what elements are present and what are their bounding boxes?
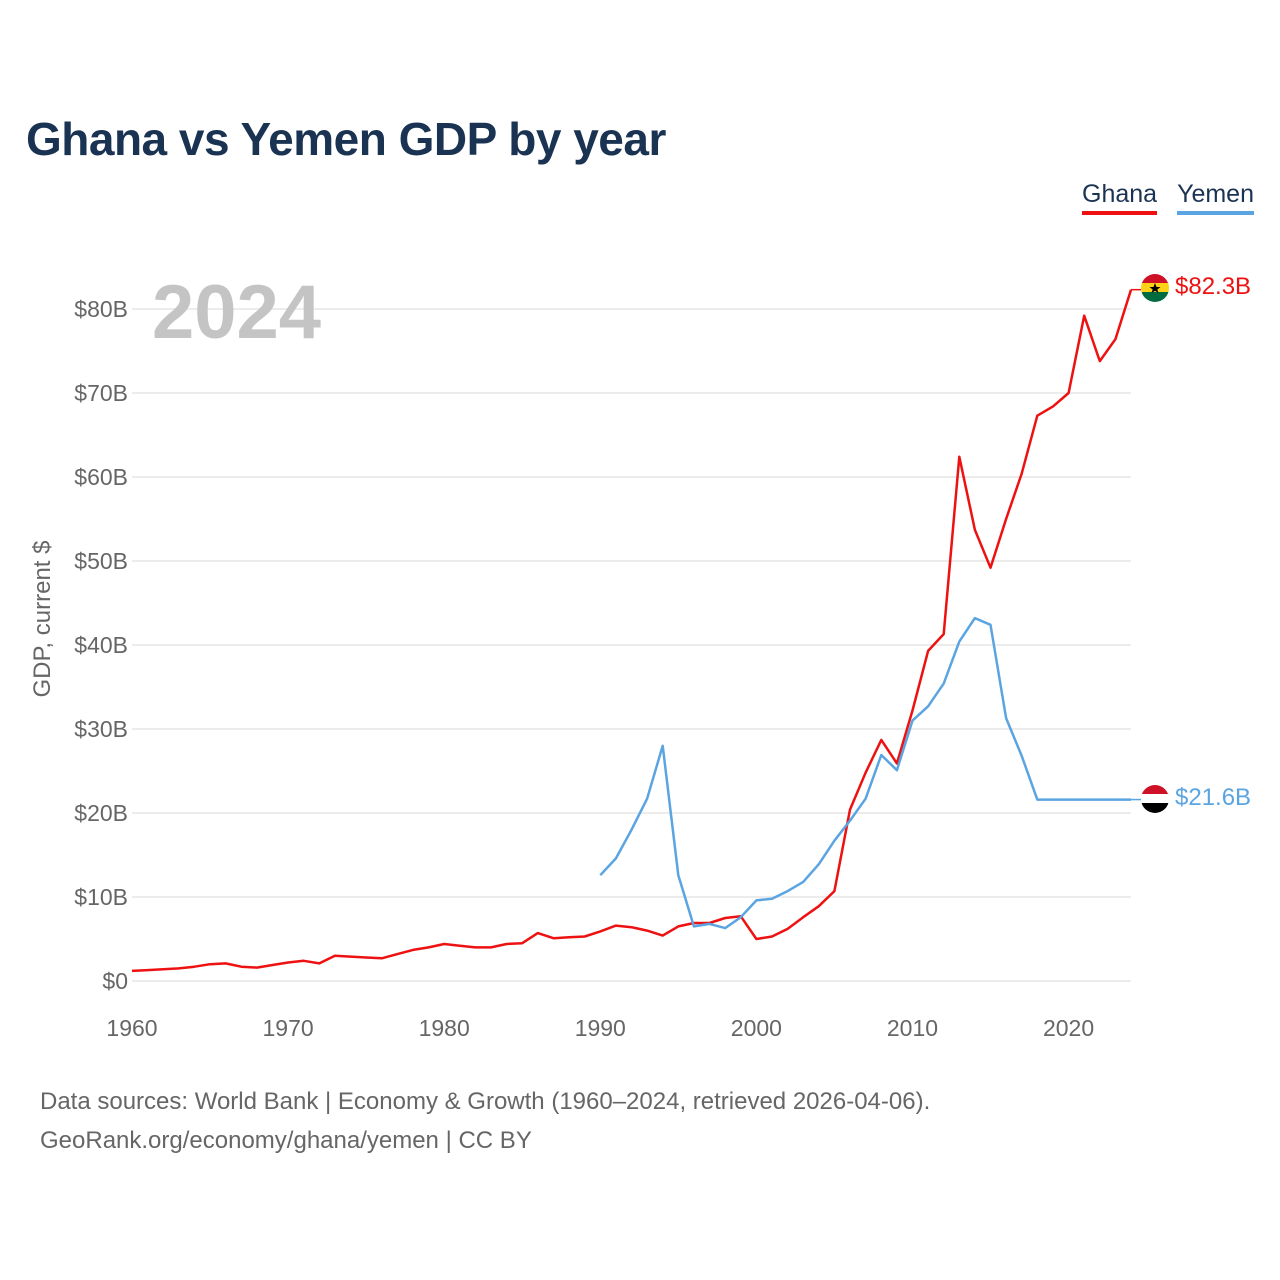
y-tick-label: $0 bbox=[102, 968, 128, 994]
yemen-end-label: $21.6B bbox=[1175, 784, 1251, 811]
x-tick-label: 1970 bbox=[263, 1015, 314, 1041]
y-tick-label: $10B bbox=[74, 884, 128, 910]
source-line-1: Data sources: World Bank | Economy & Gro… bbox=[40, 1088, 931, 1115]
source-line-2[interactable]: GeoRank.org/economy/ghana/yemen | CC BY bbox=[40, 1127, 532, 1154]
x-tick-label: 1960 bbox=[106, 1015, 157, 1041]
year-watermark: 2024 bbox=[152, 270, 321, 355]
ghana-flag-icon bbox=[1141, 274, 1169, 302]
ghana-end-label: $82.3B bbox=[1175, 273, 1251, 300]
grid-lines bbox=[132, 308, 1131, 982]
chart-title: Ghana vs Yemen GDP by year bbox=[26, 113, 666, 165]
y-tick-label: $40B bbox=[74, 632, 128, 658]
y-tick-label: $30B bbox=[74, 716, 128, 742]
legend-item-yemen[interactable]: Yemen bbox=[1177, 180, 1254, 215]
series-line-ghana[interactable] bbox=[131, 289, 1133, 973]
y-axis-title: GDP, current $ bbox=[29, 541, 56, 698]
y-tick-label: $60B bbox=[74, 464, 128, 490]
x-tick-label: 2000 bbox=[731, 1015, 782, 1041]
x-tick-label: 2020 bbox=[1043, 1015, 1094, 1041]
axis-labels: GDP, current $ $0 $10B $20B $30B $40B $50B $60… bbox=[29, 296, 1094, 1041]
x-tick-label: 1980 bbox=[419, 1015, 470, 1041]
series-line-yemen[interactable] bbox=[599, 616, 1131, 930]
x-tick-label: 1990 bbox=[575, 1015, 626, 1041]
series-lines bbox=[131, 288, 1141, 973]
gdp-line-chart: GDP, current $ $0 $10B $20B $30B $40B $50B $60… bbox=[29, 270, 1251, 1041]
source-note: Data sources: World Bank | Economy & Gro… bbox=[40, 1082, 930, 1160]
legend-item-ghana[interactable]: Ghana bbox=[1082, 180, 1158, 215]
y-tick-label: $20B bbox=[74, 800, 128, 826]
legend: Ghana Yemen bbox=[1082, 180, 1254, 215]
yemen-flag-icon bbox=[1141, 785, 1169, 813]
y-tick-label: $50B bbox=[74, 548, 128, 574]
y-tick-label: $70B bbox=[74, 380, 128, 406]
x-tick-label: 2010 bbox=[887, 1015, 938, 1041]
y-tick-label: $80B bbox=[74, 296, 128, 322]
